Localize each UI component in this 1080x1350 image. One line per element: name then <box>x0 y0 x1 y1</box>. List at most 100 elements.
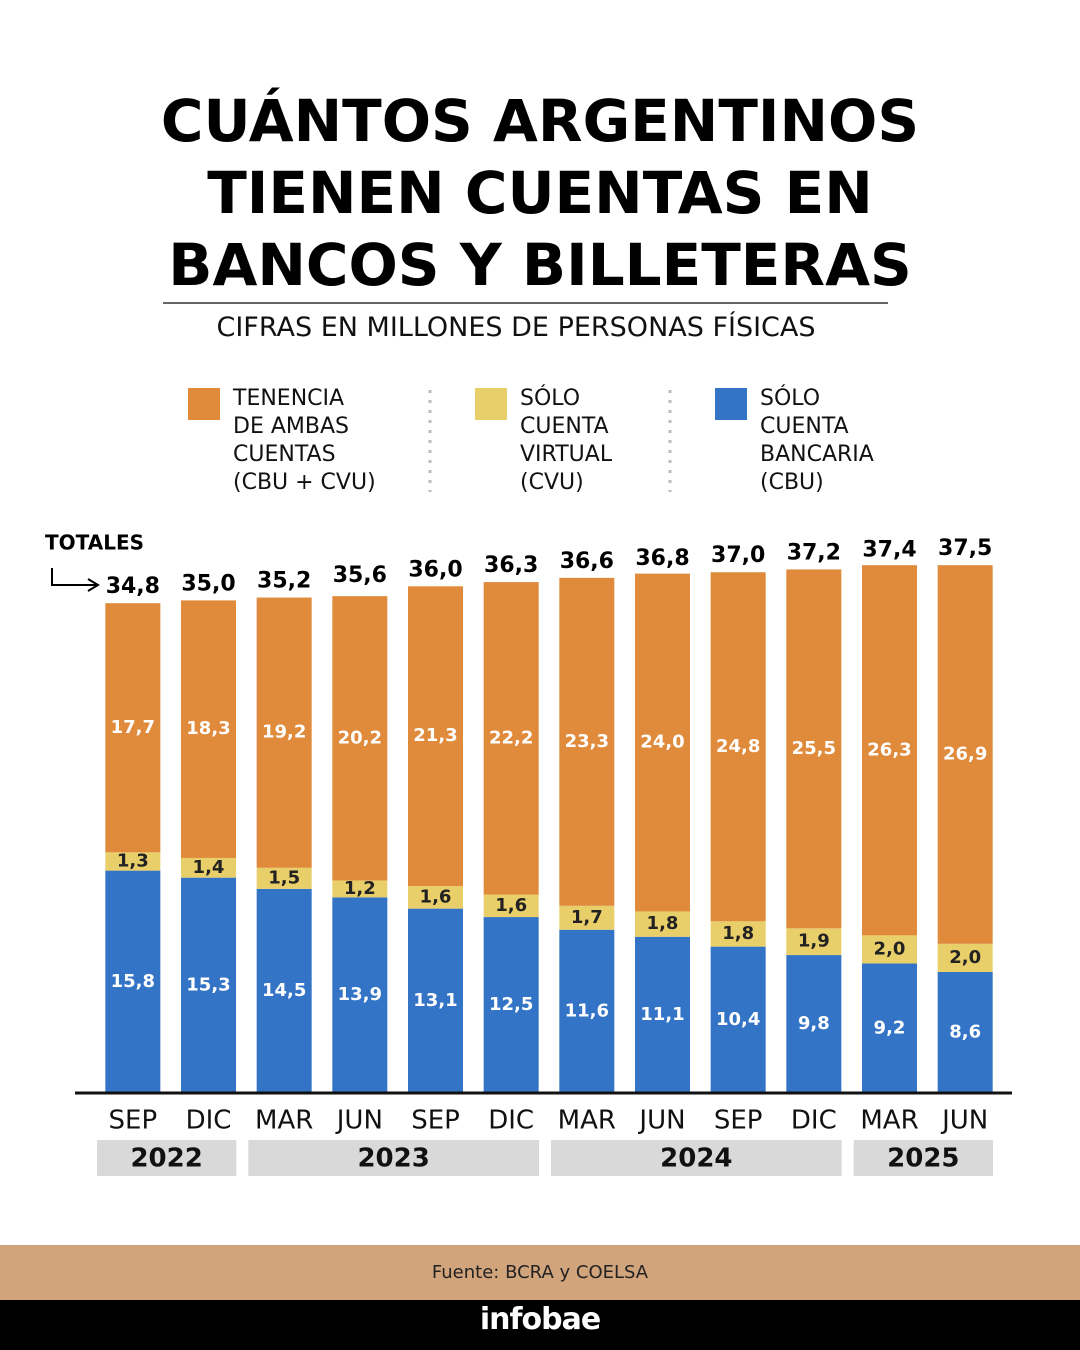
x-tick-label: JUN <box>637 1106 685 1136</box>
bar-segment <box>408 908 463 1093</box>
x-tick-label: SEP <box>109 1106 158 1136</box>
total-label: 37,5 <box>938 536 992 561</box>
bar-segment <box>181 877 236 1093</box>
bar-segment <box>786 928 842 956</box>
legend-swatch <box>715 388 747 420</box>
value-label: 19,2 <box>262 722 306 743</box>
value-label: 1,5 <box>268 867 300 888</box>
x-tick-label: JUN <box>940 1106 988 1136</box>
year-box <box>853 1140 993 1176</box>
bar-segment <box>937 943 993 972</box>
value-label: 1,4 <box>193 857 225 878</box>
total-label: 37,4 <box>862 538 916 563</box>
legend-swatch <box>188 388 220 420</box>
bar-segment <box>408 586 463 887</box>
total-label: 36,3 <box>484 553 538 578</box>
value-label: 13,9 <box>338 984 382 1005</box>
value-label: 23,3 <box>565 731 609 752</box>
legend-label: SÓLO CUENTA VIRTUAL (CVU) <box>520 386 613 495</box>
bar-segment <box>862 935 917 964</box>
total-label: 37,2 <box>787 540 841 565</box>
bar-segment <box>635 573 690 912</box>
x-tick-label: MAR <box>558 1106 616 1136</box>
value-label: 22,2 <box>489 727 533 748</box>
value-label: 13,1 <box>413 990 457 1011</box>
value-label: 8,6 <box>949 1021 981 1042</box>
value-label: 1,2 <box>344 878 376 899</box>
value-label: 12,5 <box>489 994 533 1015</box>
total-label: 36,6 <box>560 549 614 574</box>
value-label: 2,0 <box>949 947 981 968</box>
total-label: 36,8 <box>635 546 689 571</box>
bar-segment <box>635 936 690 1093</box>
year-box <box>97 1140 237 1176</box>
brand: infobae <box>479 1302 601 1337</box>
x-tick-label: MAR <box>860 1106 918 1136</box>
year-label: 2024 <box>660 1144 732 1174</box>
bar-segment <box>786 569 842 929</box>
x-tick-label: SEP <box>714 1106 763 1136</box>
value-label: 25,5 <box>792 738 836 759</box>
bar-segment <box>710 572 766 922</box>
bar-segment <box>483 917 539 1093</box>
value-label: 26,9 <box>943 743 987 764</box>
bar-segment <box>937 565 993 944</box>
x-tick-label: MAR <box>255 1106 313 1136</box>
value-label: 9,2 <box>874 1017 906 1038</box>
value-label: 1,6 <box>420 886 452 907</box>
year-label: 2022 <box>130 1144 202 1174</box>
bar-segment <box>862 565 917 936</box>
total-label: 35,0 <box>181 571 235 596</box>
bar-segment <box>181 857 236 878</box>
x-tick-label: DIC <box>488 1106 534 1136</box>
value-label: 15,3 <box>186 974 230 995</box>
value-label: 10,4 <box>716 1009 760 1030</box>
value-label: 24,0 <box>640 732 684 753</box>
value-label: 24,8 <box>716 736 760 757</box>
source-band <box>0 1245 1080 1301</box>
bar-segment <box>181 600 236 858</box>
total-label: 36,0 <box>408 557 462 582</box>
legend-swatch <box>475 388 507 420</box>
total-label: 34,8 <box>106 574 160 599</box>
bar-segment <box>256 888 312 1093</box>
bar-segment <box>710 946 766 1093</box>
bar-segment <box>559 577 615 906</box>
value-label: 2,0 <box>874 938 906 959</box>
value-label: 21,3 <box>413 725 457 746</box>
bar-segment <box>332 596 388 881</box>
bar-segment <box>256 597 312 868</box>
value-label: 1,8 <box>647 913 679 934</box>
bar-segment <box>105 870 161 1093</box>
value-label: 14,5 <box>262 980 306 1001</box>
chart-subtitle: CIFRAS EN MILLONES DE PERSONAS FÍSICAS <box>216 312 816 343</box>
year-label: 2023 <box>357 1144 429 1174</box>
bar-segment <box>937 971 993 1093</box>
value-label: 11,6 <box>565 1000 609 1021</box>
footer-band <box>0 1300 1080 1350</box>
bar-segment <box>105 603 161 853</box>
bar-segment <box>710 921 766 947</box>
bar-segment <box>786 955 842 1093</box>
source: Fuente: BCRA y COELSA <box>431 1262 649 1283</box>
year-box <box>551 1140 842 1176</box>
bar-segment <box>635 911 690 937</box>
total-label: 37,0 <box>711 543 765 568</box>
chart-title: CUÁNTOS ARGENTINOS TIENEN CUENTAS EN BAN… <box>160 87 920 299</box>
x-tick-label: DIC <box>791 1106 837 1136</box>
bar-segment <box>483 894 539 918</box>
bar-segment <box>256 867 312 889</box>
year-label: 2025 <box>887 1144 959 1174</box>
bar-segment <box>483 582 539 895</box>
value-label: 1,3 <box>117 850 149 871</box>
value-label: 1,6 <box>495 895 527 916</box>
bar-segment <box>559 905 615 930</box>
bar-segment <box>862 963 917 1093</box>
year-box <box>248 1140 540 1176</box>
bar-segment <box>105 852 161 871</box>
totals-label: TOTALES <box>45 531 144 555</box>
legend-label: SÓLO CUENTA BANCARIA (CBU) <box>760 386 874 495</box>
bar-segment <box>408 886 463 909</box>
